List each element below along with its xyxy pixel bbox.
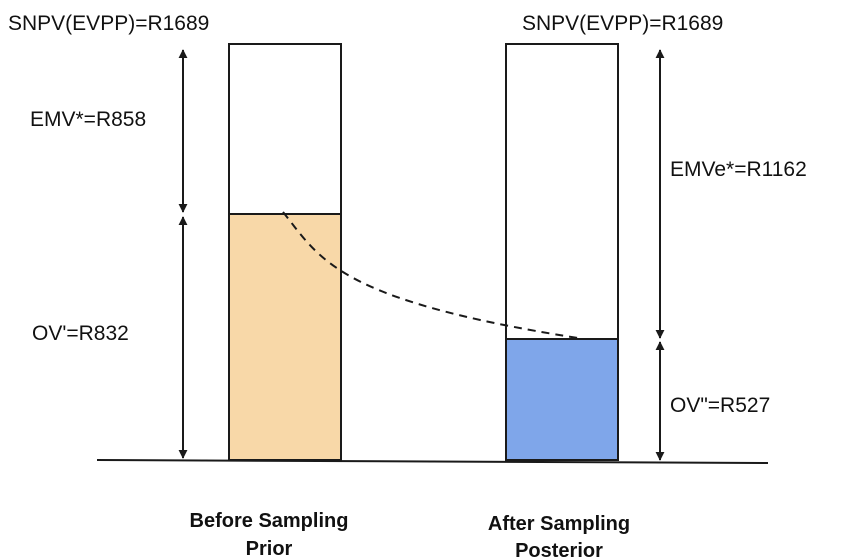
dashed-connector-curve (282, 211, 579, 339)
prior-bar-filled (228, 213, 342, 461)
after-top-label: SNPV(EVPP)=R1689 (522, 12, 723, 35)
before-caption-line1: Before Sampling (190, 510, 349, 532)
after-caption-line1: After Sampling (488, 513, 630, 535)
posterior-bar-filled (505, 338, 619, 461)
baseline (96, 459, 769, 464)
after-ov-label: OV"=R527 (670, 394, 770, 417)
after-caption-line2: Posterior (515, 540, 603, 559)
before-ov-label: OV'=R832 (32, 322, 129, 345)
before-top-label: SNPV(EVPP)=R1689 (8, 12, 209, 35)
before-caption-line2: Prior (246, 538, 293, 559)
before-emv-label: EMV*=R858 (30, 108, 146, 131)
after-emv-label: EMVe*=R1162 (670, 158, 807, 181)
